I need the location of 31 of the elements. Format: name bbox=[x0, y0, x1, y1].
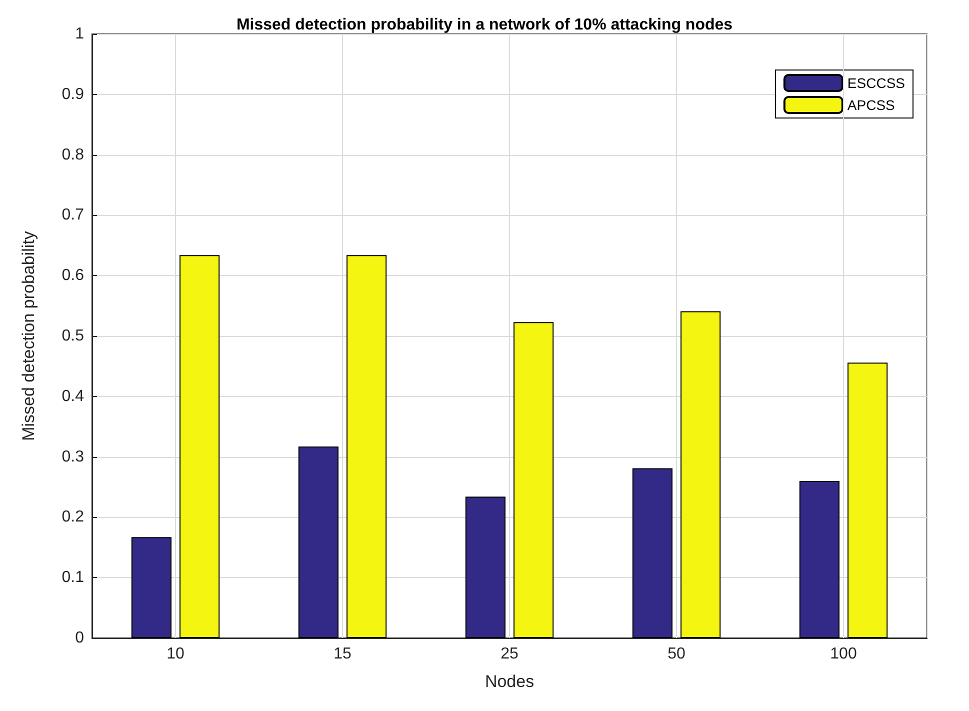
bar bbox=[180, 255, 220, 638]
x-tick-label: 50 bbox=[668, 646, 686, 662]
chart-title: Missed detection probability in a network of 10% attacking nodes bbox=[236, 16, 733, 34]
y-tick-label: 0.1 bbox=[62, 569, 84, 586]
x-tick-label: 10 bbox=[166, 646, 184, 662]
bar bbox=[848, 362, 888, 638]
bar bbox=[131, 537, 172, 638]
y-tick-label: 0.9 bbox=[62, 86, 84, 103]
y-tick-label: 0 bbox=[75, 630, 84, 646]
y-tick-label: 1 bbox=[75, 26, 84, 42]
bar bbox=[680, 311, 721, 638]
legend-label: APCSS bbox=[847, 97, 895, 113]
y-tick-label: 0.8 bbox=[62, 146, 84, 164]
y-tick-label: 0.2 bbox=[62, 508, 84, 526]
bar bbox=[799, 480, 840, 638]
bar bbox=[298, 446, 338, 638]
bar bbox=[514, 322, 554, 638]
y-tick-label: 0.7 bbox=[62, 206, 84, 224]
y-tick-label: 0.3 bbox=[62, 448, 84, 466]
y-tick-label: 0.5 bbox=[62, 328, 84, 344]
y-tick-label: 0.4 bbox=[62, 388, 84, 405]
x-tick-label: 15 bbox=[334, 646, 352, 662]
y-axis-title: Missed detection probability bbox=[19, 230, 38, 441]
bar bbox=[632, 468, 672, 638]
bar bbox=[346, 255, 387, 638]
legend-label: ESCCSS bbox=[847, 75, 906, 91]
x-tick-label: 100 bbox=[830, 646, 857, 662]
y-tick-label: 0.6 bbox=[62, 267, 84, 284]
x-tick-label: 25 bbox=[500, 646, 518, 662]
x-axis-title: Nodes bbox=[484, 672, 534, 691]
bar bbox=[465, 496, 506, 638]
